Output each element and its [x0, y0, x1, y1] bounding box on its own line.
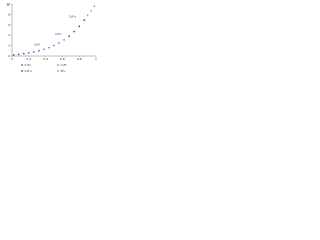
- data-point: [32, 50, 35, 53]
- legend-label: C₄F₁₀: [25, 69, 33, 73]
- legend-label: C₃F₈: [61, 63, 68, 67]
- data-point: [53, 44, 55, 47]
- legend-marker: [57, 64, 59, 66]
- data-point: [86, 14, 89, 17]
- data-point: [37, 49, 40, 52]
- annotation: C₂F₆: [34, 43, 41, 47]
- background: [0, 0, 100, 79]
- x-tick-label: 0.4: [43, 57, 48, 61]
- y-tick-label: 4: [8, 33, 10, 37]
- annotation: C₄F₁₀: [69, 14, 77, 18]
- x-tick-label: 0.2: [26, 57, 31, 61]
- data-point: [27, 51, 30, 54]
- data-point: [63, 38, 65, 41]
- y-tick-label: 0: [8, 54, 10, 58]
- data-point: [73, 30, 76, 33]
- x-tick-label: 0: [11, 57, 13, 61]
- legend-label: C₂F₆: [25, 63, 32, 67]
- data-point: [90, 9, 92, 12]
- y-tick-label: 10: [6, 2, 10, 6]
- data-point: [43, 48, 45, 51]
- data-point: [68, 35, 71, 38]
- legend-label: SF₆: [61, 69, 67, 73]
- data-point: [83, 19, 86, 22]
- data-point: [78, 25, 81, 28]
- y-tick-label: 2: [8, 44, 10, 48]
- data-point: [48, 46, 50, 49]
- x-tick-label: 1: [95, 57, 97, 61]
- legend-marker: [57, 70, 59, 72]
- data-point: [12, 54, 15, 56]
- x-tick-label: 0.8: [77, 57, 82, 61]
- y-axis-label: α: [7, 3, 9, 7]
- y-tick-label: 6: [8, 23, 10, 27]
- data-point: [58, 42, 60, 44]
- data-point: [93, 5, 96, 7]
- legend-marker: [21, 70, 23, 72]
- x-tick-label: 0.6: [60, 57, 65, 61]
- legend-marker: [21, 64, 23, 66]
- data-point: [22, 52, 25, 55]
- data-point: [17, 53, 20, 56]
- y-tick-label: 8: [8, 12, 10, 16]
- annotation: C₃F₈: [55, 32, 62, 36]
